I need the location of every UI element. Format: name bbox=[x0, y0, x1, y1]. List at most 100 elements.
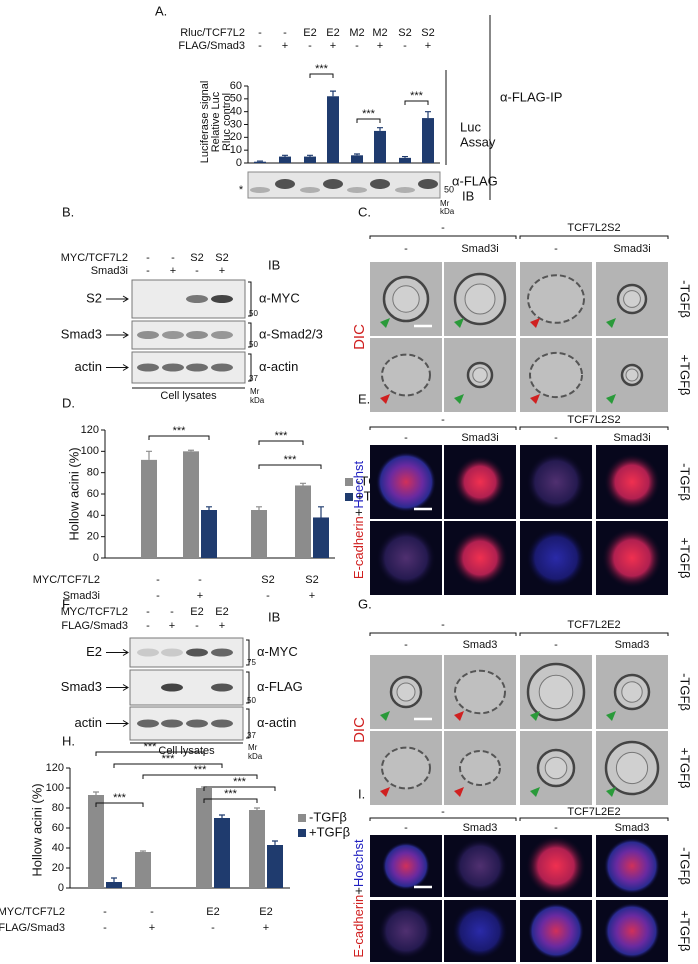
lumen bbox=[623, 290, 641, 308]
acinus bbox=[454, 669, 506, 715]
bar bbox=[295, 485, 311, 558]
significance-bracket bbox=[258, 464, 322, 469]
condition-value: - bbox=[171, 252, 175, 264]
significance-label: *** bbox=[113, 792, 127, 804]
bar bbox=[135, 852, 151, 888]
blot-method: IB bbox=[268, 609, 280, 624]
blot-antibody: α-FLAG bbox=[257, 679, 303, 694]
significance-label: *** bbox=[410, 90, 424, 102]
significance-bracket bbox=[258, 440, 304, 445]
blot-band bbox=[347, 187, 367, 193]
side-label-part: DIC bbox=[351, 717, 368, 743]
bar bbox=[422, 118, 434, 163]
arrow bbox=[106, 364, 129, 371]
side-label-part: DIC bbox=[351, 324, 368, 350]
condition-name: MYC/TCF7L2 bbox=[0, 906, 65, 918]
acinus bbox=[527, 274, 585, 324]
error-bar bbox=[318, 506, 324, 518]
condition-value: - bbox=[195, 265, 199, 277]
significance-label: *** bbox=[315, 63, 329, 75]
condition-value: - bbox=[283, 27, 287, 39]
acinus bbox=[459, 750, 501, 786]
condition-name: MYC/TCF7L2 bbox=[61, 252, 128, 264]
blot-band bbox=[137, 648, 159, 657]
column-header: - bbox=[404, 822, 408, 834]
arrow bbox=[106, 720, 129, 727]
error-bar bbox=[402, 155, 408, 158]
error-bar bbox=[282, 154, 288, 157]
blot-band bbox=[275, 179, 295, 189]
legend-label: -TGFβ bbox=[309, 809, 347, 824]
row-label: +TGFβ bbox=[678, 354, 693, 395]
bar bbox=[254, 161, 266, 163]
row-label: -TGFβ bbox=[678, 673, 693, 711]
significance-label: *** bbox=[224, 788, 238, 800]
blot-band bbox=[323, 179, 343, 189]
condition-value: + bbox=[149, 922, 155, 934]
lumen bbox=[472, 367, 488, 383]
legend-swatch bbox=[298, 814, 306, 822]
significance-bracket bbox=[148, 435, 210, 440]
error-bar bbox=[254, 807, 260, 810]
arrowhead bbox=[606, 711, 616, 721]
blot-band bbox=[186, 648, 208, 657]
condition-value: + bbox=[309, 590, 315, 602]
panel-label: H. bbox=[62, 733, 75, 748]
arrowhead bbox=[380, 787, 390, 797]
condition-value: M2 bbox=[372, 27, 387, 39]
condition-name: FLAG/Smad3 bbox=[178, 40, 245, 52]
acinus bbox=[378, 903, 434, 959]
blot-band bbox=[250, 187, 270, 193]
y-axis-label: Rluc control bbox=[221, 93, 233, 151]
column-header: Smad3i bbox=[613, 432, 650, 444]
side-label: E-cadherin+Hoechst bbox=[351, 839, 366, 958]
bracket-line bbox=[246, 708, 250, 739]
panel-label: A. bbox=[155, 3, 167, 18]
condition-value: E2 bbox=[190, 606, 203, 618]
condition-value: + bbox=[282, 40, 288, 52]
column-header: - bbox=[404, 432, 408, 444]
acinus bbox=[528, 903, 584, 959]
significance-label: *** bbox=[144, 741, 158, 753]
arrowhead bbox=[606, 394, 616, 404]
bar bbox=[327, 96, 339, 163]
bar bbox=[279, 156, 291, 163]
blot-band bbox=[161, 719, 183, 728]
mr-label: kDa bbox=[440, 207, 455, 216]
column-header: Smad3 bbox=[615, 822, 650, 834]
error-bar bbox=[206, 506, 212, 510]
blot-method: IB bbox=[268, 257, 280, 272]
acinus bbox=[376, 452, 436, 512]
arrow bbox=[106, 295, 129, 303]
blot-band bbox=[211, 719, 233, 728]
significance-bracket bbox=[404, 100, 429, 105]
arrowhead bbox=[530, 787, 540, 797]
panel-label: F. bbox=[62, 596, 72, 611]
y-tick-label: 120 bbox=[46, 762, 64, 774]
y-axis-label: Hollow acini (%) bbox=[29, 783, 44, 876]
y-tick-label: 120 bbox=[81, 424, 99, 436]
mr-label: Mr bbox=[250, 387, 260, 396]
acinus bbox=[604, 454, 660, 510]
significance-label: *** bbox=[275, 430, 289, 442]
blot-antibody: α-FLAG bbox=[452, 173, 498, 188]
group-line bbox=[369, 235, 517, 239]
group-header: TCF7L2S2 bbox=[567, 222, 620, 234]
blot-band bbox=[418, 179, 438, 189]
lumen bbox=[544, 756, 568, 780]
bar bbox=[141, 459, 157, 558]
y-axis-label: Hollow acini (%) bbox=[66, 447, 81, 540]
group-header: - bbox=[441, 222, 445, 234]
significance-bracket bbox=[203, 786, 276, 791]
column-header: - bbox=[404, 639, 408, 651]
blot-band bbox=[137, 331, 159, 339]
y-tick-label: 0 bbox=[236, 157, 242, 169]
bar bbox=[249, 810, 265, 888]
column-header: Smad3 bbox=[615, 639, 650, 651]
significance-bracket bbox=[142, 774, 258, 779]
blot-band bbox=[211, 363, 233, 372]
significance-bracket bbox=[95, 751, 205, 756]
significance-bracket bbox=[95, 802, 144, 807]
y-tick-label: 0 bbox=[58, 882, 64, 894]
